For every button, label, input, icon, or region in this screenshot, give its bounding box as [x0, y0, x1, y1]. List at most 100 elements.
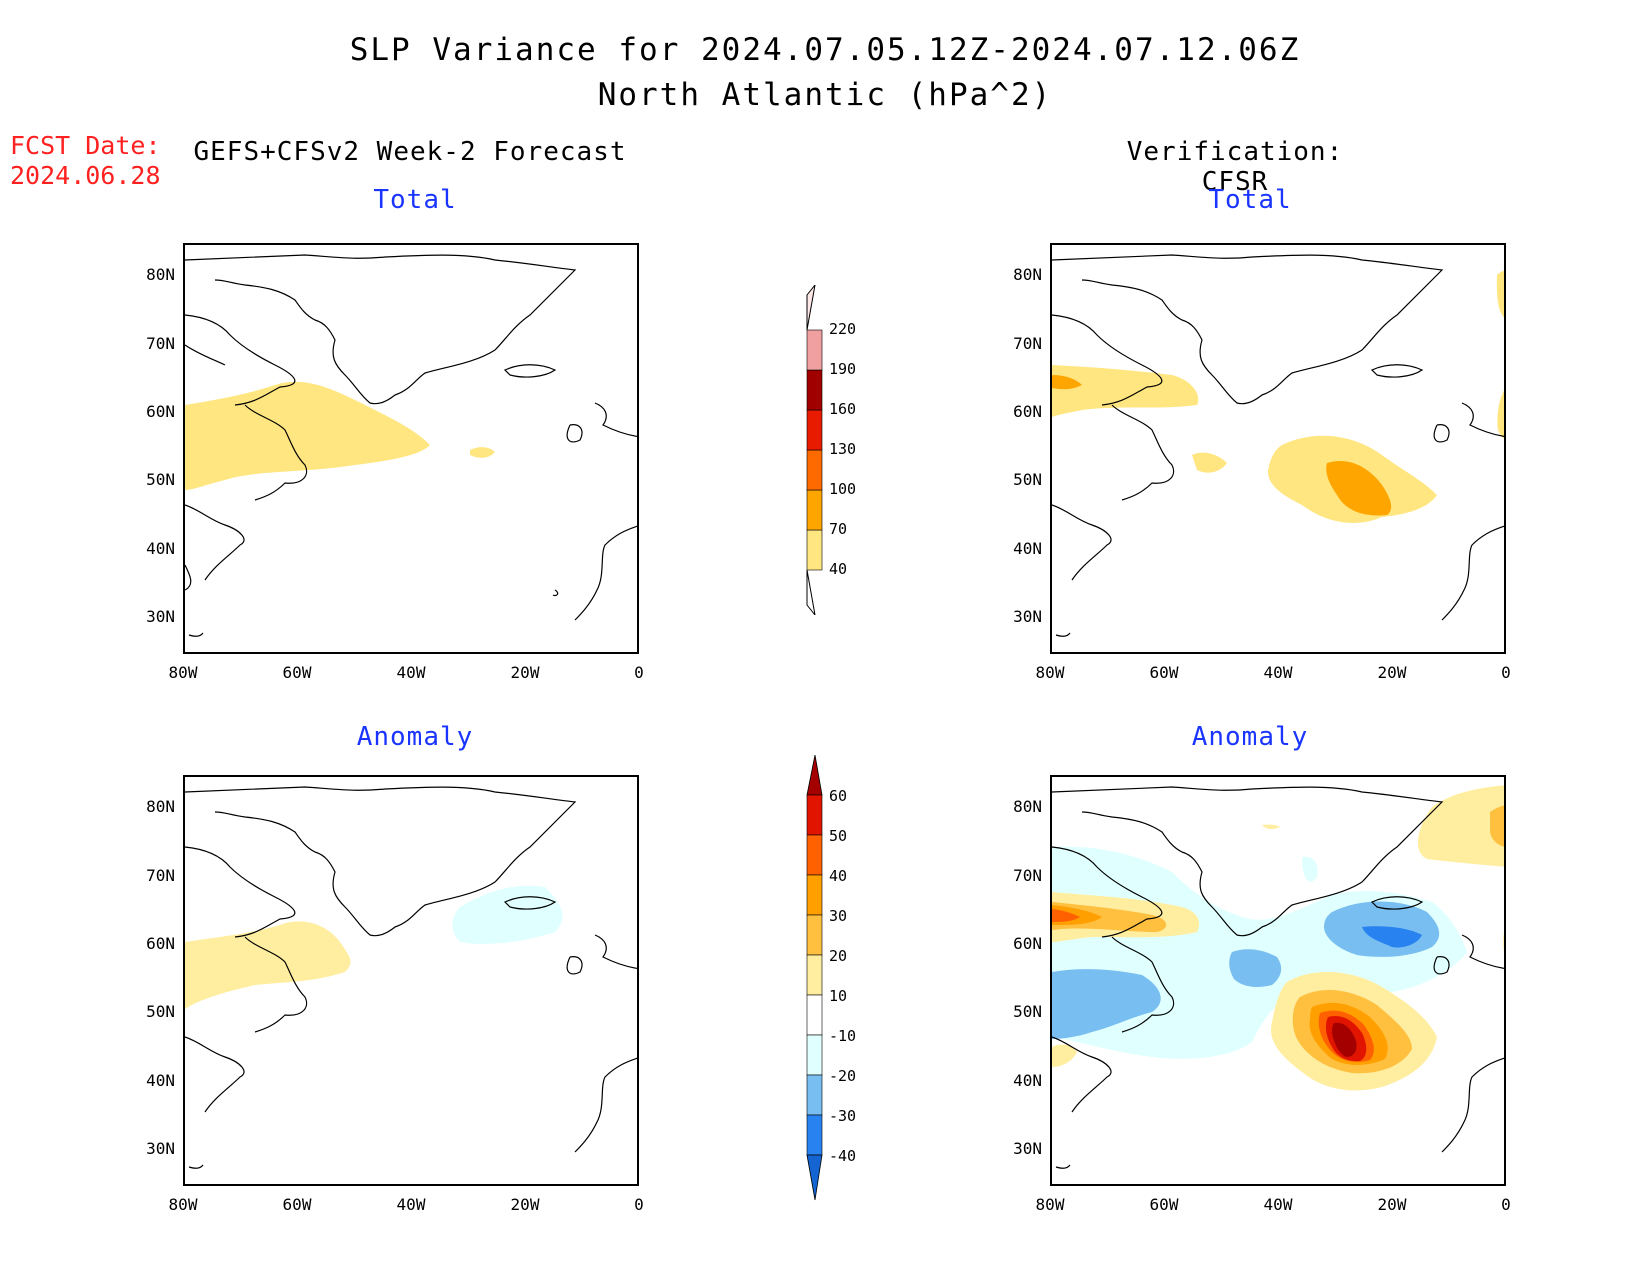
anomaly-colorbar-tick: -30	[829, 1107, 857, 1125]
lat-label: 40N	[1013, 1071, 1042, 1090]
lon-label: 40W	[396, 1195, 426, 1214]
verification-anomaly-map	[1050, 775, 1506, 1186]
coastlines	[1052, 254, 1504, 637]
lat-label: 70N	[1013, 866, 1042, 885]
main-subtitle: North Atlantic (hPa^2)	[597, 77, 1053, 113]
lat-label: 30N	[146, 607, 175, 626]
lat-label: 50N	[1013, 470, 1042, 489]
anomaly-colorbar-tick: -10	[829, 1027, 857, 1045]
variance-40-region-small	[470, 447, 495, 458]
anomaly-colorbar-tick: 40	[829, 867, 848, 885]
anomaly-positive-10-region-nc	[1262, 824, 1280, 830]
anomaly-negative-10-region	[452, 885, 563, 944]
verification-anomaly-title: Anomaly	[1191, 722, 1309, 752]
lat-label: 40N	[1013, 539, 1042, 558]
lat-label: 70N	[1013, 334, 1042, 353]
lat-label: 80N	[1013, 265, 1042, 284]
anomaly-negative-20-region-central	[1229, 949, 1282, 987]
total-colorbar-tick: 220	[829, 320, 857, 338]
anomaly-positive-20-region-ne	[1490, 805, 1504, 847]
anomaly-negative-30-region	[1362, 926, 1422, 948]
total-colorbar-tick: 190	[829, 360, 857, 378]
lat-label: 30N	[146, 1139, 175, 1158]
variance-70-region-central	[1326, 461, 1392, 516]
variance-40-region-small	[1192, 452, 1227, 473]
anomaly-colorbar-tick: 20	[829, 947, 848, 965]
right-column-heading: Verification: CFSR	[1126, 137, 1344, 197]
lon-label: 60W	[1149, 663, 1179, 682]
forecast-anomaly-map	[183, 775, 639, 1186]
left-column-heading: GEFS+CFSv2 Week-2 Forecast	[193, 137, 627, 167]
anomaly-colorbar-tick: 60	[829, 787, 848, 805]
anomaly-positive-40-region-west	[1052, 909, 1080, 922]
lon-label: 20W	[510, 1195, 540, 1214]
lon-label: 0	[1501, 1195, 1511, 1214]
forecast-date-value: 2024.06.28	[10, 161, 161, 190]
lat-label: 60N	[146, 934, 175, 953]
lat-label: 50N	[1013, 1002, 1042, 1021]
lon-label: 20W	[1377, 1195, 1407, 1214]
lon-label: 0	[634, 663, 644, 682]
anomaly-colorbar-tick: 30	[829, 907, 848, 925]
total-colorbar-tick: 130	[829, 440, 857, 458]
lon-label: 80W	[168, 1195, 198, 1214]
total-colorbar	[806, 285, 823, 615]
lon-label: 60W	[1149, 1195, 1179, 1214]
anomaly-colorbar-tick: 50	[829, 827, 848, 845]
variance-40-region-east	[1497, 390, 1504, 439]
lon-label: 80W	[1035, 1195, 1065, 1214]
lon-label: 80W	[1035, 663, 1065, 682]
lat-label: 80N	[146, 797, 175, 816]
lon-label: 40W	[1263, 1195, 1293, 1214]
anomaly-negative-20-region-west	[1052, 969, 1161, 1039]
lon-label: 40W	[1263, 663, 1293, 682]
lat-label: 40N	[146, 539, 175, 558]
lon-label: 80W	[168, 663, 198, 682]
lat-label: 80N	[1013, 797, 1042, 816]
main-title: SLP Variance for 2024.07.05.12Z-2024.07.…	[349, 32, 1301, 68]
lat-label: 40N	[146, 1071, 175, 1090]
lat-label: 30N	[1013, 607, 1042, 626]
anomaly-colorbar-tick: 10	[829, 987, 848, 1005]
anomaly-positive-10-region	[185, 921, 351, 1009]
lon-label: 0	[1501, 663, 1511, 682]
lon-label: 20W	[1377, 663, 1407, 682]
variance-40-region-west	[1052, 365, 1199, 417]
lon-label: 60W	[282, 663, 312, 682]
variance-40-region-ne	[1496, 270, 1504, 318]
anomaly-positive-10-region-sw	[1052, 1044, 1077, 1067]
coastlines	[185, 786, 637, 1169]
anomaly-positive-60-region-central	[1332, 1022, 1357, 1057]
verification-total-title: Total	[1208, 185, 1292, 215]
coastlines	[1052, 786, 1504, 1169]
variance-70-region-west	[1052, 375, 1082, 390]
lon-label: 20W	[510, 663, 540, 682]
anomaly-positive-10-region-ne	[1417, 785, 1504, 867]
anomaly-positive-10-region-east	[1503, 932, 1504, 952]
forecast-total-map	[183, 243, 639, 654]
forecast-date-label: FCST Date:	[10, 131, 161, 160]
lat-label: 50N	[146, 470, 175, 489]
lat-label: 70N	[146, 866, 175, 885]
total-colorbar-tick: 70	[829, 520, 848, 538]
anomaly-colorbar-tick: -20	[829, 1067, 857, 1085]
coastlines	[185, 254, 637, 637]
total-colorbar-tick: 160	[829, 400, 857, 418]
lon-label: 0	[634, 1195, 644, 1214]
anomaly-negative-10-region-north	[1302, 856, 1318, 882]
lat-label: 50N	[146, 1002, 175, 1021]
total-colorbar-tick: 40	[829, 560, 848, 578]
lat-label: 80N	[146, 265, 175, 284]
lat-label: 60N	[146, 402, 175, 421]
lat-label: 70N	[146, 334, 175, 353]
lat-label: 60N	[1013, 402, 1042, 421]
lat-label: 60N	[1013, 934, 1042, 953]
lon-label: 60W	[282, 1195, 312, 1214]
total-colorbar-tick: 100	[829, 480, 857, 498]
anomaly-colorbar-tick: -40	[829, 1147, 857, 1165]
verification-total-map	[1050, 243, 1506, 654]
forecast-total-title: Total	[373, 185, 457, 215]
lon-label: 40W	[396, 663, 426, 682]
variance-40-region	[185, 381, 430, 490]
lat-label: 30N	[1013, 1139, 1042, 1158]
